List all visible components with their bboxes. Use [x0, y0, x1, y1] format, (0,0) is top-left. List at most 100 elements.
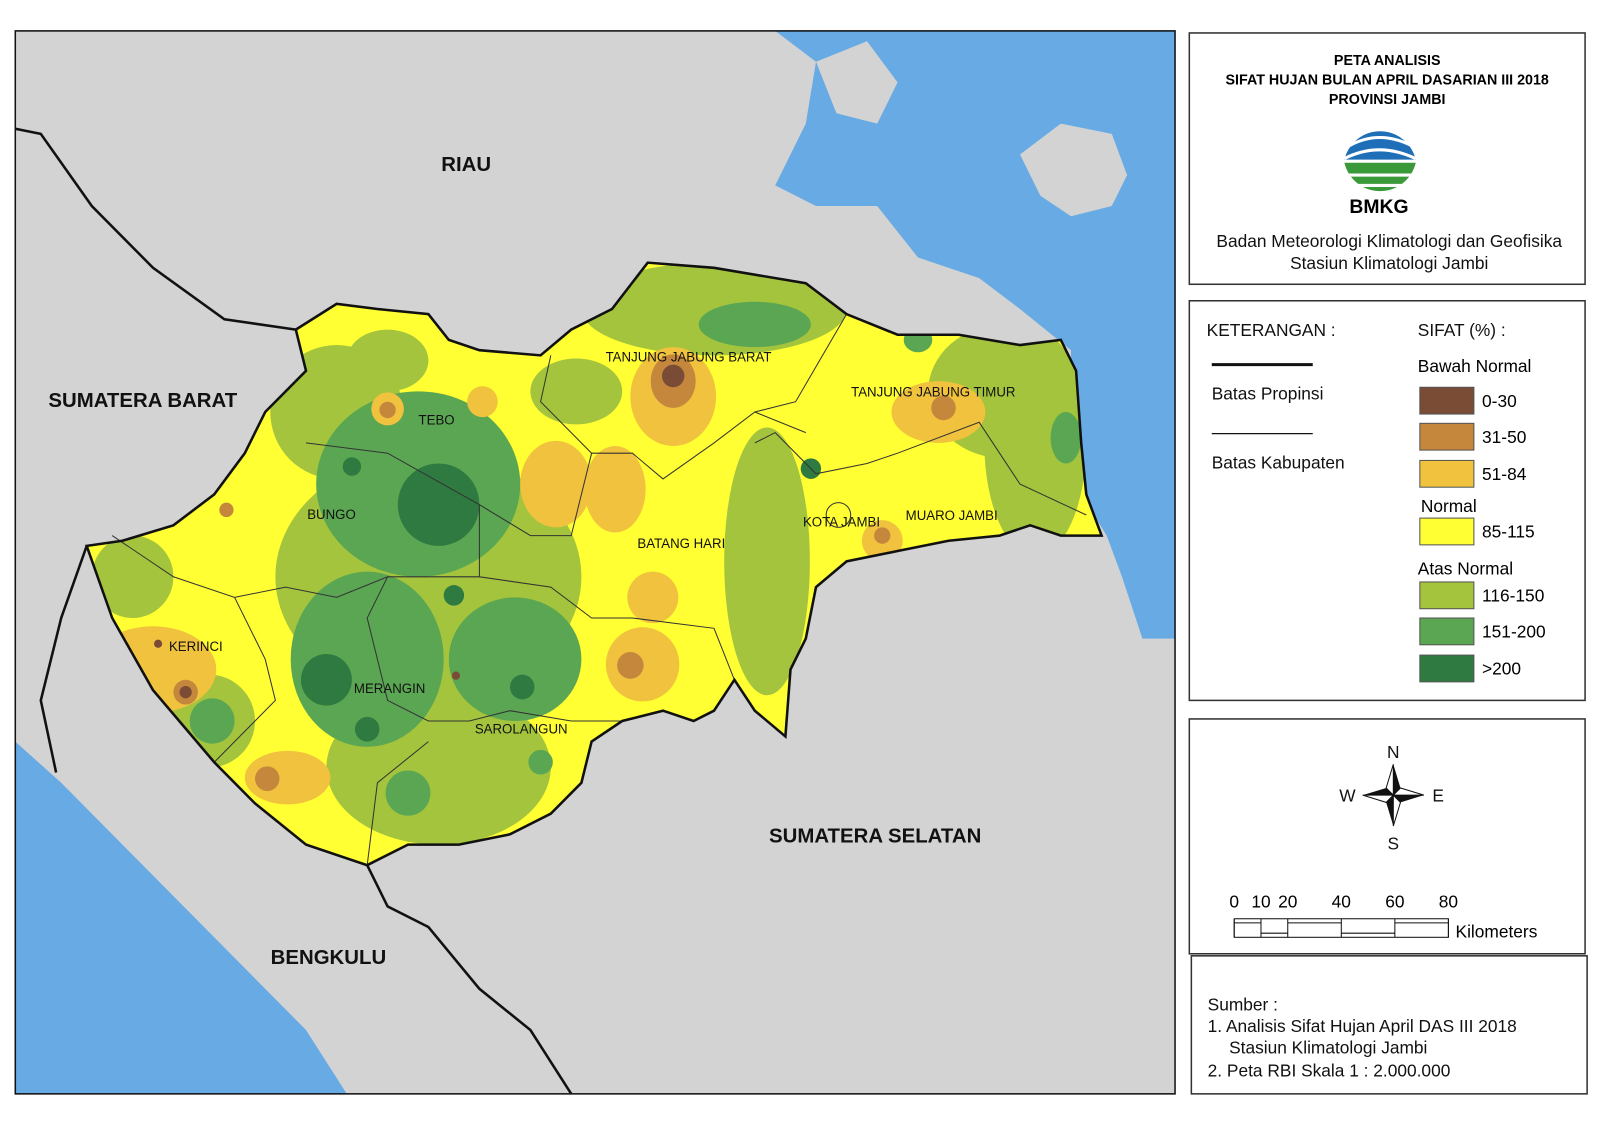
bmkg-logo	[1343, 131, 1417, 192]
scale-unit: Kilometers	[1456, 921, 1538, 941]
district-label: TANJUNG JABUNG BARAT	[606, 349, 772, 364]
class-area	[154, 639, 163, 648]
source-item: 1. Analisis Sifat Hujan April DAS III 20…	[1208, 1016, 1517, 1036]
scale-tick-label: 0	[1229, 891, 1239, 911]
legend-title: KETERANGAN :	[1207, 320, 1336, 340]
compass-e: E	[1432, 785, 1444, 805]
scale-bar: 0 10 20 40 60 80 Kilometers	[1229, 891, 1537, 941]
class-area	[874, 527, 891, 544]
compass-n: N	[1387, 742, 1400, 762]
class-area	[520, 440, 592, 528]
class-area	[467, 386, 498, 418]
class-group: Normal	[1421, 496, 1477, 516]
sea-west	[15, 741, 347, 1094]
class-swatch	[1419, 459, 1475, 488]
organization: Badan Meteorologi Klimatologi dan Geofis…	[1216, 231, 1562, 251]
class-area	[451, 671, 461, 680]
region-label: SUMATERA SELATAN	[769, 824, 981, 847]
class-area	[584, 445, 646, 533]
class-label: >200	[1482, 659, 1521, 679]
class-area	[698, 301, 811, 348]
class-area	[617, 651, 644, 679]
district-label: KERINCI	[169, 639, 223, 654]
class-area	[530, 358, 623, 425]
class-swatch	[1419, 517, 1475, 546]
scale-tick-label: 80	[1439, 891, 1458, 911]
district-label: TANJUNG JABUNG TIMUR	[851, 384, 1015, 399]
district-label: KOTA JAMBI	[803, 514, 880, 529]
class-swatch	[1419, 386, 1475, 415]
title-line: PROVINSI JAMBI	[1329, 92, 1446, 108]
class-area	[255, 766, 280, 792]
class-label: 31-50	[1482, 427, 1526, 447]
class-swatch	[1419, 617, 1475, 646]
compass-rose	[1362, 764, 1425, 827]
classes-title: SIFAT (%) :	[1418, 320, 1506, 340]
class-area	[724, 427, 810, 696]
compass-s: S	[1388, 834, 1400, 854]
class-area	[528, 749, 553, 775]
source-title: Sumber :	[1208, 994, 1278, 1014]
class-area	[179, 685, 192, 699]
scale-tick-label: 10	[1251, 891, 1270, 911]
compass-panel	[1188, 718, 1586, 955]
class-area	[219, 502, 234, 518]
class-label: 51-84	[1482, 464, 1527, 484]
class-swatch	[1419, 654, 1475, 683]
class-area	[342, 457, 362, 476]
class-area	[627, 571, 679, 624]
compass-w: W	[1339, 785, 1356, 805]
class-area	[397, 463, 480, 546]
class-group: Atas Normal	[1418, 559, 1513, 579]
class-area	[448, 597, 582, 721]
scale-tick-label: 20	[1278, 891, 1297, 911]
source-item: Stasiun Klimatologi Jambi	[1229, 1038, 1427, 1058]
title-line: PETA ANALISIS	[1334, 53, 1441, 69]
district-boundaries	[111, 313, 1087, 866]
class-area	[354, 716, 380, 742]
class-area	[661, 364, 685, 388]
district-label: MUARO JAMBI	[906, 508, 998, 523]
class-area	[189, 698, 235, 744]
region-label: SUMATERA BARAT	[48, 389, 237, 412]
scale-box	[1233, 918, 1449, 938]
district-label: TEBO	[419, 412, 455, 427]
region-label: BENGKULU	[271, 946, 387, 969]
class-area	[931, 395, 956, 421]
legend-line-label: Batas Propinsi	[1212, 384, 1324, 404]
district-label: MERANGIN	[354, 681, 425, 696]
class-area	[443, 585, 465, 606]
scale-tick-label: 40	[1332, 891, 1351, 911]
title-line: SIFAT HUJAN BULAN APRIL DASARIAN III 201…	[1226, 72, 1549, 88]
class-label: 151-200	[1482, 621, 1546, 641]
source-panel	[1190, 955, 1588, 1095]
district-label: BUNGO	[307, 507, 356, 522]
scale-tick-label: 60	[1385, 891, 1404, 911]
island	[1020, 123, 1128, 217]
class-area	[1050, 412, 1082, 464]
class-area	[346, 329, 429, 392]
class-label: 0-30	[1482, 391, 1517, 411]
class-label: 116-150	[1482, 585, 1544, 605]
region-label: RIAU	[441, 153, 491, 176]
class-swatch	[1419, 422, 1475, 451]
map-frame	[14, 30, 1176, 1095]
legend-panel	[1188, 299, 1586, 702]
class-swatch	[1419, 581, 1475, 610]
source-item: 2. Peta RBI Skala 1 : 2.000.000	[1208, 1060, 1451, 1080]
legend-line-label: Batas Kabupaten	[1212, 453, 1345, 473]
logo-text: BMKG	[1349, 196, 1408, 218]
class-group: Bawah Normal	[1418, 356, 1532, 376]
organization: Stasiun Klimatologi Jambi	[1290, 253, 1488, 273]
class-area	[385, 770, 431, 816]
district-label: BATANG HARI	[637, 536, 725, 551]
island	[816, 41, 898, 124]
class-area	[984, 329, 1087, 557]
class-label: 85-115	[1482, 522, 1535, 542]
class-area	[510, 674, 535, 700]
class-area	[379, 401, 396, 419]
province-boundaries	[15, 127, 573, 1095]
class-area	[91, 535, 174, 618]
